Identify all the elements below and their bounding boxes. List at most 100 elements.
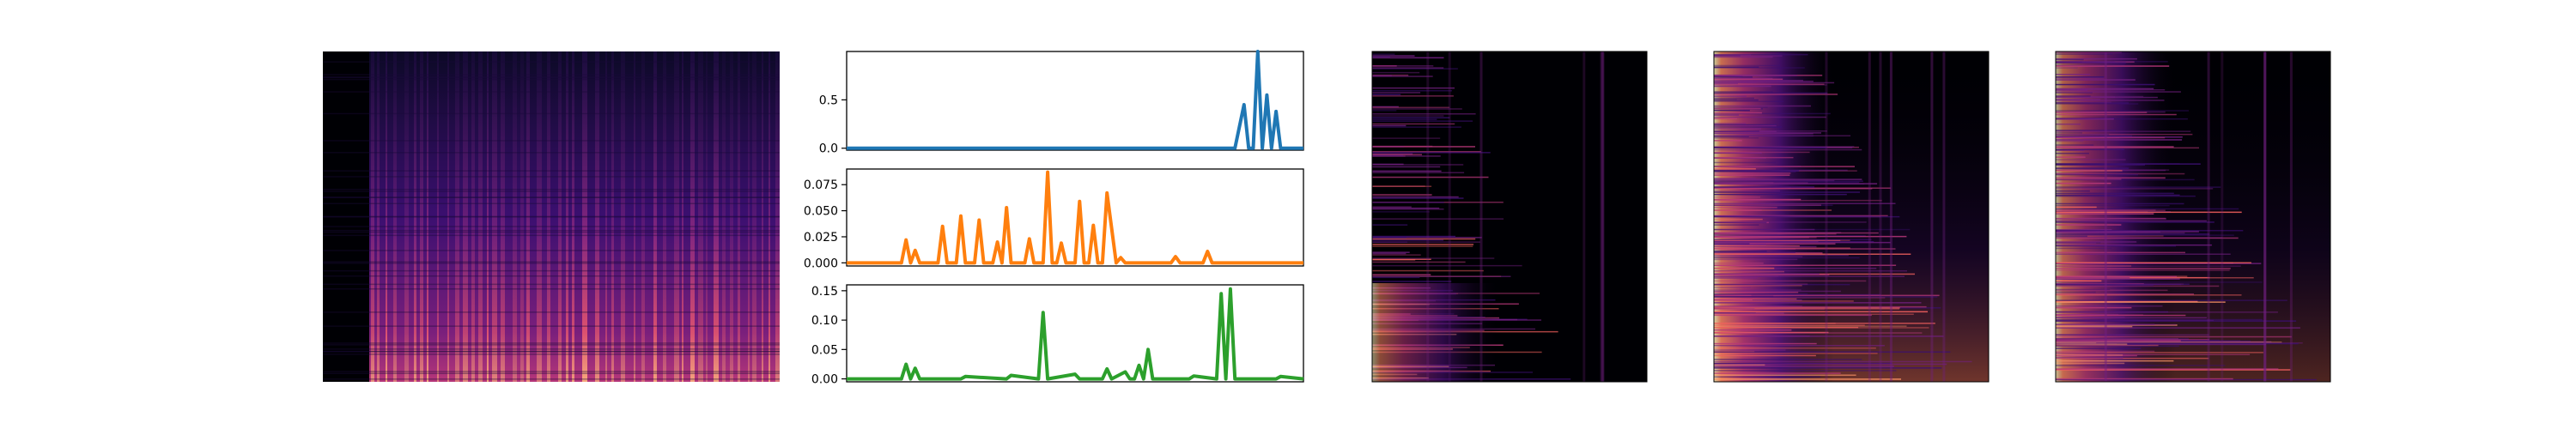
noise-row (323, 152, 780, 154)
spectral-band (526, 51, 530, 382)
spectral-band (738, 51, 740, 382)
spectral-line (2056, 335, 2292, 338)
spectral-line (1372, 57, 1444, 59)
spectral-band (537, 51, 542, 382)
spectral-line (1372, 252, 1406, 255)
spectral-line (2056, 156, 2086, 158)
spectral-line (1714, 268, 1877, 269)
spectral-line (2056, 276, 2130, 279)
spectral-line (1714, 275, 1905, 277)
spectral-line (1372, 206, 1412, 208)
spectral-line (1714, 354, 1816, 357)
spectral-line (1714, 296, 1938, 298)
noise-row (323, 140, 780, 142)
spectral-line (2056, 77, 2105, 79)
spectral-line (1714, 244, 1766, 245)
spectral-line (1372, 92, 1421, 94)
y-tick-label: 0.05 (811, 343, 838, 357)
spectral-band (393, 51, 397, 382)
spectral-line (2056, 164, 2145, 166)
spectral-line (1372, 237, 1406, 239)
spectral-line (2056, 209, 2156, 211)
spectral-line (1714, 256, 1803, 258)
spectral-line (2056, 173, 2138, 176)
onset-column (2221, 51, 2224, 382)
spectral-line (2056, 289, 2168, 292)
spectral-line (1714, 204, 1833, 206)
spectral-line (2056, 96, 2158, 99)
spectral-line (2056, 229, 2112, 231)
onset-column (1426, 51, 1430, 382)
spectral-line (2056, 202, 2184, 205)
spectral-line (2056, 265, 2132, 267)
spectral-line (2056, 58, 2084, 61)
spectral-line (1714, 295, 1774, 298)
spectral-line (2056, 251, 2185, 254)
spectral-band (566, 51, 568, 382)
spectral-line (1714, 270, 1907, 272)
spectral-line (2056, 213, 2154, 214)
noise-row (323, 76, 780, 78)
spectral-line (1714, 376, 1821, 378)
noise-row (323, 283, 780, 286)
spectral-line (2056, 369, 2291, 371)
spectral-line (1714, 207, 1777, 208)
y-tick-label: 0.050 (804, 205, 838, 219)
line-plot-orange: 0.000 0.025 0.050 0.075 (804, 168, 1304, 270)
spectral-line (2056, 139, 2183, 141)
spectral-line (1372, 176, 1489, 178)
y-ticks: 0.0 0.5 (819, 94, 847, 156)
spectral-line (2056, 313, 2119, 316)
noise-row (323, 311, 780, 313)
spectral-line (2056, 233, 2210, 235)
spectral-line (1714, 235, 1907, 238)
spectral-line (1714, 300, 1854, 302)
noise-row (323, 112, 780, 115)
spectral-line (1714, 198, 1801, 201)
spectral-line (2056, 334, 2209, 336)
spectral-line (2056, 341, 2282, 343)
spectral-line (1714, 241, 1891, 244)
spectral-line (1714, 133, 1814, 135)
spectral-band (762, 51, 763, 382)
spectral-line (1714, 172, 1791, 174)
noise-row (323, 325, 780, 327)
spectral-line (1372, 237, 1482, 239)
spectral-line (2056, 159, 2126, 160)
spectral-band (492, 51, 497, 382)
spectral-line (1714, 221, 1767, 224)
spectral-line (1714, 85, 1771, 88)
spectral-line (2056, 103, 2139, 105)
spectral-line (1714, 264, 1897, 266)
spectral-line (1372, 185, 1432, 187)
spectral-line (1714, 311, 1756, 314)
spectral-line (2056, 357, 2209, 360)
spectral-line (1714, 342, 1817, 345)
spectral-band (437, 51, 439, 382)
spectral-line (1372, 152, 1491, 154)
spectral-line (1714, 323, 1935, 324)
spectral-line (1714, 66, 1759, 68)
noise-row (323, 176, 780, 178)
spectral-line (2056, 262, 2251, 263)
spectral-line (1714, 305, 1927, 308)
spectral-line (1714, 294, 1940, 297)
spectral-line (1714, 151, 1810, 154)
spectral-line (1714, 114, 1740, 116)
spectral-line (1372, 146, 1475, 148)
spectral-line (1714, 156, 1794, 159)
spectral-line (1372, 194, 1432, 196)
noise-row (323, 190, 780, 192)
spectral-line (1714, 107, 1761, 110)
spectral-line (2056, 265, 2241, 267)
spectral-line (1372, 151, 1481, 153)
noise-row (323, 348, 780, 350)
spectral-band (513, 51, 517, 382)
spectrogram-1 (323, 51, 780, 382)
spectral-line (1714, 247, 1850, 249)
spectral-line (1714, 232, 1879, 234)
spectral-line (2056, 188, 2214, 190)
spectral-line (2056, 350, 2155, 353)
spectral-line (1714, 378, 1901, 380)
spectral-line (1714, 76, 1753, 78)
